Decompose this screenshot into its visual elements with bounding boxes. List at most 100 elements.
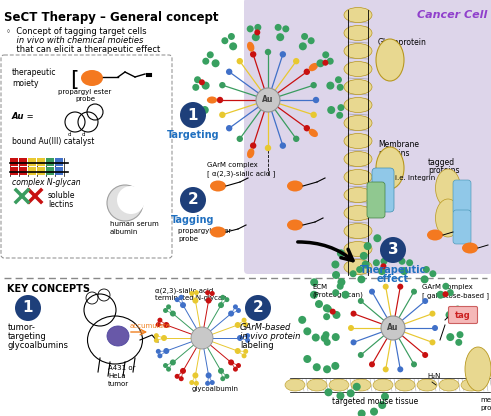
Circle shape [303,327,311,335]
Circle shape [293,58,300,64]
Circle shape [164,348,169,354]
Circle shape [265,49,271,55]
Text: Au: Au [262,96,273,104]
Text: bound Au(III) catalyst: bound Au(III) catalyst [12,137,94,146]
Circle shape [229,42,237,50]
Circle shape [327,82,334,89]
Circle shape [254,24,261,31]
Ellipse shape [465,347,491,391]
Text: labeling: labeling [240,341,273,350]
Ellipse shape [344,62,372,77]
Text: ◦  Concept of tagging target cells: ◦ Concept of tagging target cells [6,27,147,36]
Circle shape [335,76,342,83]
Circle shape [422,298,428,304]
Text: effect: effect [377,274,409,284]
Circle shape [313,97,319,103]
Circle shape [447,289,454,296]
Ellipse shape [344,206,372,220]
Circle shape [323,331,329,338]
Text: albumin: albumin [110,229,138,235]
Circle shape [327,106,335,114]
Circle shape [250,51,256,57]
Text: tag: tag [455,310,471,319]
Circle shape [180,302,186,308]
Circle shape [332,289,339,296]
Text: =: = [24,112,33,121]
Circle shape [397,284,403,290]
Circle shape [156,322,161,327]
Ellipse shape [395,379,415,391]
Circle shape [170,311,176,317]
Circle shape [303,69,310,75]
Circle shape [442,291,448,297]
Circle shape [406,259,413,266]
Circle shape [446,333,454,341]
Circle shape [380,237,406,263]
Circle shape [456,313,463,320]
Circle shape [330,309,336,314]
Circle shape [332,271,340,279]
Text: membrane: membrane [480,397,491,403]
Text: complex N-glycan: complex N-glycan [12,178,81,187]
Circle shape [205,290,210,295]
Circle shape [315,300,323,308]
Circle shape [189,380,194,385]
Circle shape [312,334,320,342]
Circle shape [351,311,356,317]
Ellipse shape [436,199,461,237]
Circle shape [325,388,332,396]
Circle shape [322,51,329,58]
Ellipse shape [329,379,349,391]
Ellipse shape [344,25,372,40]
Text: GArM complex: GArM complex [207,162,258,168]
Circle shape [191,104,198,111]
Circle shape [422,352,428,358]
Circle shape [158,318,163,323]
Circle shape [381,393,389,401]
Circle shape [356,266,363,273]
Text: that can elicit a therapeutic effect: that can elicit a therapeutic effect [6,45,160,54]
Ellipse shape [247,42,254,52]
Circle shape [316,59,325,67]
Text: cl: cl [68,132,73,137]
Ellipse shape [309,129,318,137]
Text: therapeutic
moiety: therapeutic moiety [12,68,56,88]
Text: proteins: proteins [378,149,409,158]
Text: in vivo protein: in vivo protein [240,332,300,341]
Circle shape [332,333,340,341]
Circle shape [236,308,241,313]
Circle shape [430,311,436,317]
Circle shape [246,25,254,32]
Ellipse shape [287,220,303,230]
Circle shape [218,368,224,374]
Text: [: [ [70,70,79,90]
Circle shape [163,308,168,313]
Circle shape [175,374,180,379]
Circle shape [179,295,184,300]
Circle shape [237,136,243,142]
Ellipse shape [351,379,371,391]
Circle shape [280,51,286,57]
Circle shape [324,339,331,346]
Circle shape [303,355,311,363]
FancyBboxPatch shape [244,0,491,274]
Ellipse shape [287,181,303,191]
Ellipse shape [344,223,372,238]
Circle shape [358,352,364,358]
Circle shape [421,275,429,283]
Circle shape [228,33,235,40]
Circle shape [237,58,243,64]
Text: GArM complex: GArM complex [422,284,473,290]
Ellipse shape [462,243,478,253]
Circle shape [243,349,248,354]
Circle shape [457,331,464,338]
Circle shape [327,58,334,65]
Ellipse shape [207,97,217,104]
Ellipse shape [373,379,393,391]
Circle shape [369,289,375,295]
Circle shape [310,291,318,299]
Text: propargyl ester: propargyl ester [178,228,231,234]
Text: Au: Au [387,324,399,332]
Ellipse shape [417,379,437,391]
Ellipse shape [81,70,103,86]
